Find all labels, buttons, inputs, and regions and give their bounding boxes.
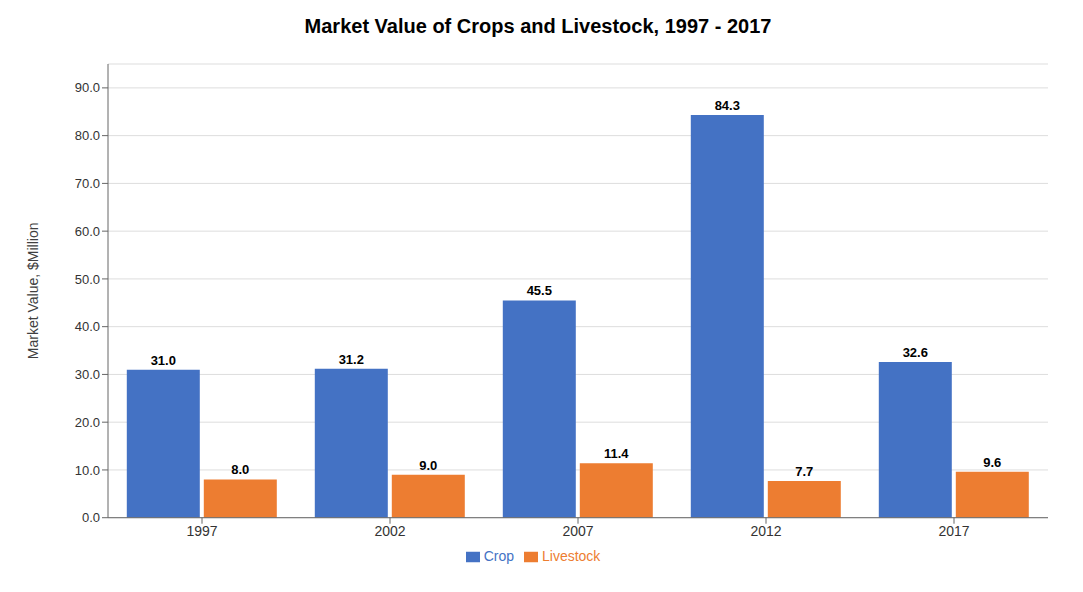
html-text:Crop: Crop [483,547,514,564]
svg-text:50.0: 50.0 [75,272,100,287]
svg-text:2002: 2002 [374,523,405,539]
svg-text:80.0: 80.0 [75,128,100,143]
svg-text:32.6: 32.6 [903,345,928,360]
svg-text:40.0: 40.0 [75,319,100,334]
html-text:Livestock: Livestock [542,547,601,564]
svg-text:2017: 2017 [938,523,969,539]
svg-text:Market Value, $Million: Market Value, $Million [25,223,41,360]
svg-text:45.5: 45.5 [527,283,552,298]
svg-text:70.0: 70.0 [75,176,100,191]
svg-text:31.2: 31.2 [339,352,364,367]
svg-text:31.0: 31.0 [151,353,176,368]
svg-text:7.7: 7.7 [795,464,813,479]
svg-text:84.3: 84.3 [715,98,740,113]
svg-text:9.6: 9.6 [983,455,1001,470]
svg-text:2007: 2007 [562,523,593,539]
svg-text:1997: 1997 [186,523,217,539]
svg-text:10.0: 10.0 [75,463,100,478]
svg-text:8.0: 8.0 [231,462,249,477]
html-text:Market Value of Crops and Live: Market Value of Crops and Livestock, 199… [304,15,772,37]
svg-text:0.0: 0.0 [82,510,100,525]
svg-text:11.4: 11.4 [604,446,629,461]
svg-text:20.0: 20.0 [75,415,100,430]
svg-text:90.0: 90.0 [75,80,100,95]
svg-text:60.0: 60.0 [75,224,100,239]
svg-text:9.0: 9.0 [419,458,437,473]
svg-text:2012: 2012 [750,523,781,539]
svg-text:30.0: 30.0 [75,367,100,382]
